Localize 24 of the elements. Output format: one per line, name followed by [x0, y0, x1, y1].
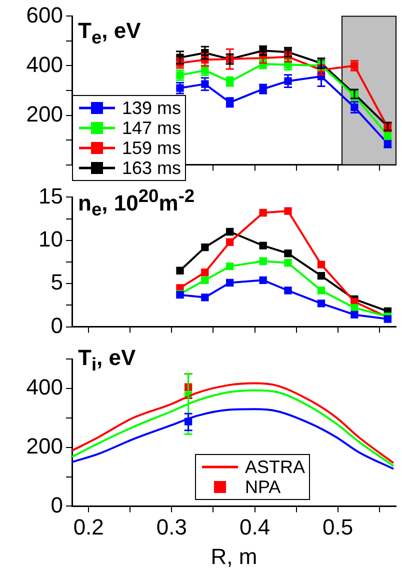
legend-label: NPA — [245, 476, 281, 498]
y-tick-label: 200 — [26, 433, 63, 458]
x-axis-title: R, m — [210, 544, 258, 569]
chart-title: T$_{i}$, eV — [78, 345, 136, 376]
chart-title: T$_{e}$, eV — [78, 18, 141, 50]
y-tick-label: 0 — [50, 312, 63, 338]
chart-title: n$_{e}$, 10$^{20}$m$^{-2}$ — [78, 184, 195, 222]
legend-label: 163 ms — [122, 158, 182, 178]
x-tick-label: 0.3 — [156, 514, 187, 540]
y-tick-label: 600 — [26, 2, 63, 28]
y-tick-label: 200 — [26, 101, 63, 126]
x-tick-label: 0.4 — [239, 514, 270, 540]
y-tick-label: 10 — [38, 226, 63, 252]
x-tick-label: 0.5 — [322, 514, 354, 540]
x-tick-label: 0.2 — [73, 514, 104, 540]
y-tick-label: 400 — [26, 374, 63, 400]
legend-label: ASTRA — [245, 456, 306, 478]
y-tick-label: 400 — [26, 52, 63, 77]
legend-label: 159 ms — [122, 138, 182, 158]
y-tick-label: 15 — [38, 183, 63, 208]
y-tick-label: 0 — [50, 492, 63, 518]
y-tick-label: 5 — [50, 270, 63, 295]
legend-label: 147 ms — [122, 118, 182, 138]
legend-label: 139 ms — [122, 98, 182, 118]
